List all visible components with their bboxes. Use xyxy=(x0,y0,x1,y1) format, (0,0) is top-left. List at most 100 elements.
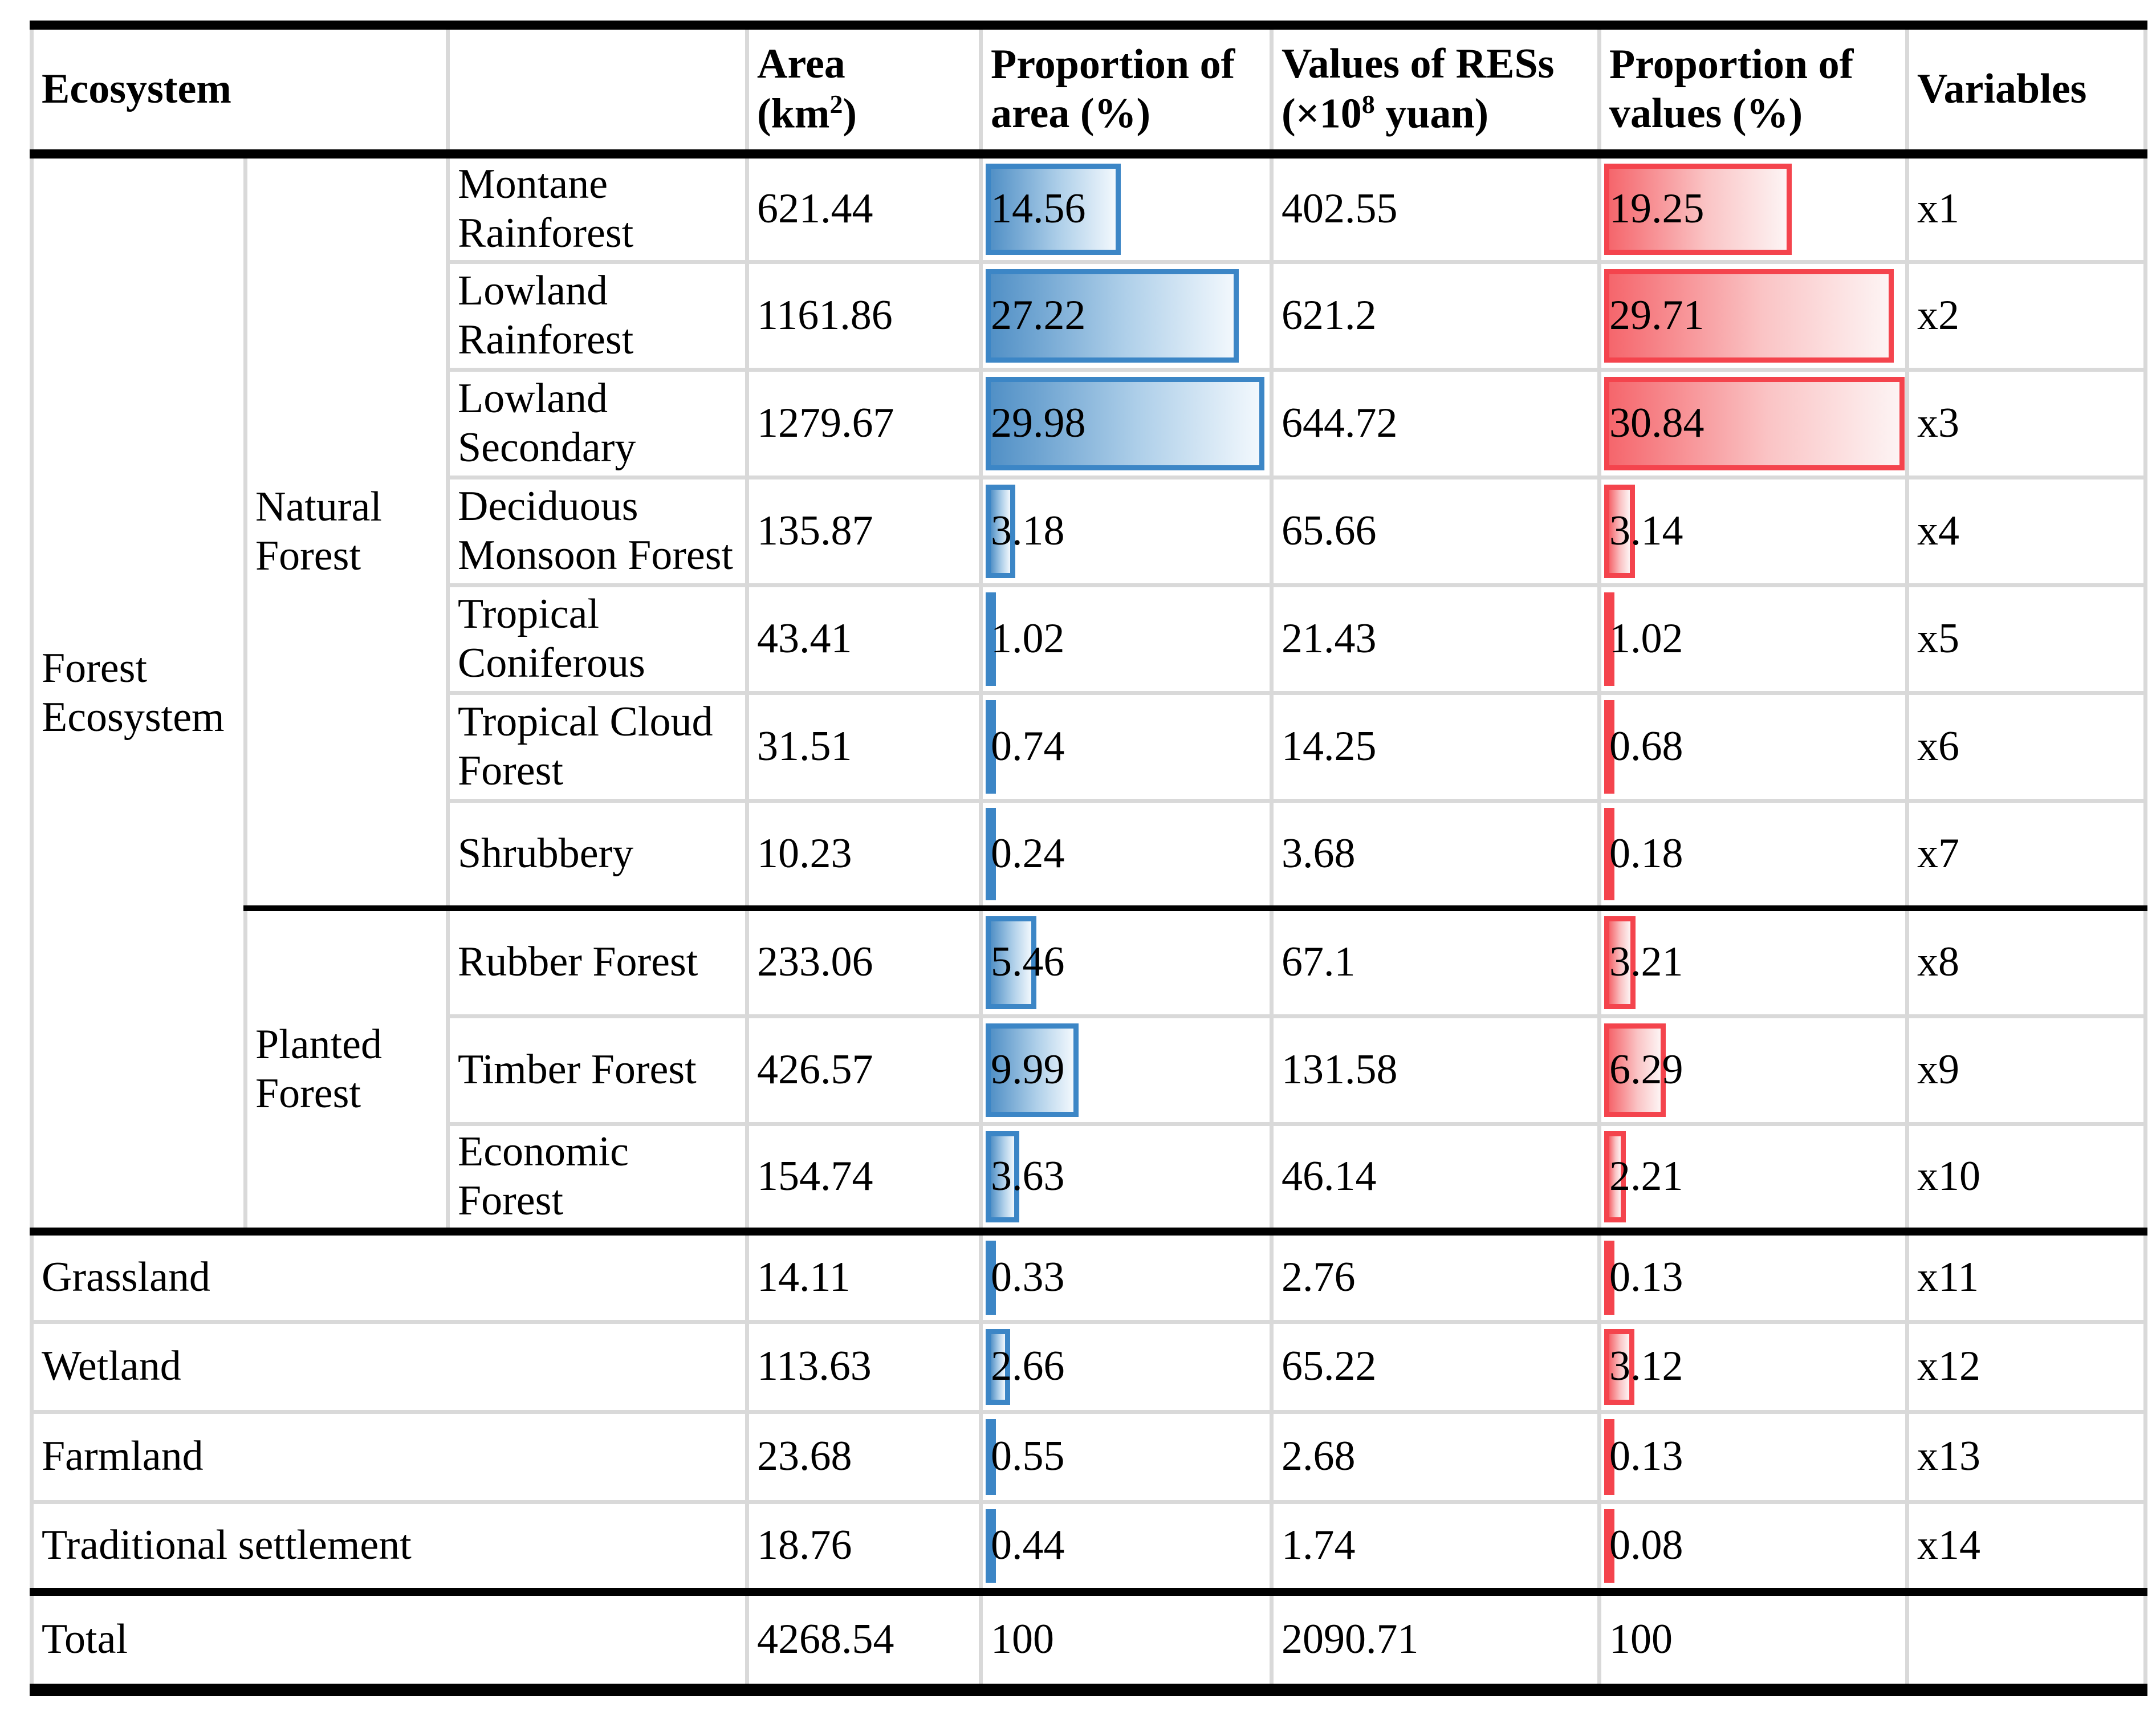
area-cell: 233.06 xyxy=(745,906,983,1018)
area-cell: 1279.67 xyxy=(745,367,983,479)
prop-area-cell: 1.02 xyxy=(979,583,1274,695)
table-row: Deciduous Monsoon Forest 135.87 3.18 65.… xyxy=(32,475,2147,587)
area-cell: 621.44 xyxy=(745,152,983,264)
table-row: Tropical Coniferous 43.41 1.02 21.43 1.0… xyxy=(32,583,2147,695)
prop-area-cell: 5.46 xyxy=(979,906,1274,1018)
header-area-unit: (km2) xyxy=(757,90,857,137)
variable-cell: x10 xyxy=(1905,1121,2147,1236)
ecosystem-cell: Wetland xyxy=(30,1319,749,1414)
values-cell: 131.58 xyxy=(1270,1014,1601,1126)
prop-area-cell: 27.22 xyxy=(979,259,1274,372)
variable-cell: x11 xyxy=(1905,1229,2147,1324)
prop-values-value: 3.21 xyxy=(1609,938,1683,986)
group-planted-forest: Planted Forest xyxy=(243,906,450,1236)
type-cell: Tropical Cloud Forest xyxy=(446,690,749,803)
prop-area-value: 9.99 xyxy=(991,1046,1065,1093)
header-area-line1: Area xyxy=(757,40,845,88)
type-cell: Lowland Rainforest xyxy=(446,259,749,372)
prop-area-value: 29.98 xyxy=(991,399,1086,446)
prop-values-cell: 2.21 xyxy=(1597,1121,1909,1236)
prop-values-cell: 0.13 xyxy=(1597,1409,1909,1504)
area-bar xyxy=(986,700,996,794)
prop-area-value: 14.56 xyxy=(991,185,1086,232)
variable-cell: x4 xyxy=(1905,475,2147,587)
prop-area-cell: 0.24 xyxy=(979,798,1274,911)
total-values: 2090.71 xyxy=(1270,1588,1601,1692)
prop-values-value: 0.13 xyxy=(1609,1433,1683,1480)
values-bar xyxy=(1604,164,1792,255)
prop-values-cell: 0.18 xyxy=(1597,798,1909,911)
prop-values-cell: 1.02 xyxy=(1597,583,1909,695)
total-variables-empty xyxy=(1905,1588,2147,1692)
values-bar xyxy=(1604,592,1614,686)
header-row: Ecosystem Area (km2) Proportion of area … xyxy=(30,23,2147,159)
area-bar xyxy=(986,592,996,686)
variable-cell: x13 xyxy=(1905,1409,2147,1504)
table-row: Timber Forest 426.57 9.99 131.58 6.29 x9 xyxy=(32,1014,2147,1126)
area-bar xyxy=(986,1509,996,1583)
prop-values-value: 3.12 xyxy=(1609,1343,1683,1390)
table-row: Traditional settlement 18.76 0.44 1.74 0… xyxy=(30,1500,2147,1594)
prop-values-value: 0.68 xyxy=(1609,722,1683,770)
type-cell: Economic Forest xyxy=(446,1121,749,1236)
variable-cell: x7 xyxy=(1905,798,2147,911)
total-row: Total 4268.54 100 2090.71 100 xyxy=(30,1588,2147,1692)
values-cell: 21.43 xyxy=(1270,583,1601,695)
group-natural-forest: Natural Forest xyxy=(243,152,450,911)
values-bar xyxy=(1604,1328,1634,1405)
values-bar xyxy=(1604,1023,1666,1117)
prop-values-cell: 0.13 xyxy=(1597,1229,1909,1324)
table-row: Lowland Rainforest 1161.86 27.22 621.2 2… xyxy=(32,259,2147,372)
header-values-unit: (×108 yuan) xyxy=(1282,90,1489,137)
prop-area-cell: 0.55 xyxy=(979,1409,1274,1504)
header-variables: Variables xyxy=(1905,23,2147,159)
prop-values-value: 2.21 xyxy=(1609,1152,1683,1200)
values-cell: 1.74 xyxy=(1270,1500,1601,1594)
values-bar xyxy=(1604,916,1636,1009)
prop-values-cell: 6.29 xyxy=(1597,1014,1909,1126)
area-cell: 113.63 xyxy=(745,1319,983,1414)
total-label: Total xyxy=(30,1588,749,1692)
table-row: Shrubbery 10.23 0.24 3.68 0.18 x7 xyxy=(32,798,2147,911)
values-cell: 3.68 xyxy=(1270,798,1601,911)
values-bar xyxy=(1604,1241,1614,1315)
total-prop-area: 100 xyxy=(979,1588,1274,1692)
values-cell: 402.55 xyxy=(1270,152,1601,264)
prop-area-value: 0.55 xyxy=(991,1433,1065,1480)
area-superscript: 2 xyxy=(829,90,843,119)
prop-values-value: 6.29 xyxy=(1609,1046,1683,1093)
prop-area-cell: 29.98 xyxy=(979,367,1274,479)
header-subtype-empty xyxy=(446,23,749,159)
variable-cell: x9 xyxy=(1905,1014,2147,1126)
header-prop-values: Proportion of values (%) xyxy=(1597,23,1909,159)
ecosystem-cell: Farmland xyxy=(30,1409,749,1504)
values-bar xyxy=(1604,700,1614,794)
prop-area-value: 1.02 xyxy=(991,615,1065,662)
header-area: Area (km2) xyxy=(745,23,983,159)
values-cell: 2.68 xyxy=(1270,1409,1601,1504)
area-cell: 426.57 xyxy=(745,1014,983,1126)
prop-area-value: 3.63 xyxy=(991,1152,1065,1200)
prop-values-cell: 3.14 xyxy=(1597,475,1909,587)
area-bar xyxy=(986,1131,1019,1222)
header-ecosystem-label: Ecosystem xyxy=(42,66,231,113)
prop-area-value: 27.22 xyxy=(991,291,1086,339)
values-bar xyxy=(1604,1419,1614,1495)
values-cell: 67.1 xyxy=(1270,906,1601,1018)
variable-cell: x2 xyxy=(1905,259,2147,372)
group-forest-ecosystem: Forest Ecosystem xyxy=(30,152,247,1236)
area-cell: 1161.86 xyxy=(745,259,983,372)
values-superscript: 8 xyxy=(1361,90,1375,119)
values-cell: 14.25 xyxy=(1270,690,1601,803)
header-values-line1: Values of RESs xyxy=(1282,40,1555,88)
prop-area-cell: 0.44 xyxy=(979,1500,1274,1594)
prop-area-value: 2.66 xyxy=(991,1343,1065,1390)
prop-area-cell: 3.63 xyxy=(979,1121,1274,1236)
area-bar xyxy=(986,484,1015,578)
values-bar xyxy=(1604,269,1894,363)
values-bar xyxy=(1604,1509,1614,1583)
prop-area-value: 3.18 xyxy=(991,507,1065,554)
values-cell: 65.22 xyxy=(1270,1319,1601,1414)
ress-table: Ecosystem Area (km2) Proportion of area … xyxy=(30,21,2147,1696)
prop-values-value: 0.08 xyxy=(1609,1522,1683,1569)
